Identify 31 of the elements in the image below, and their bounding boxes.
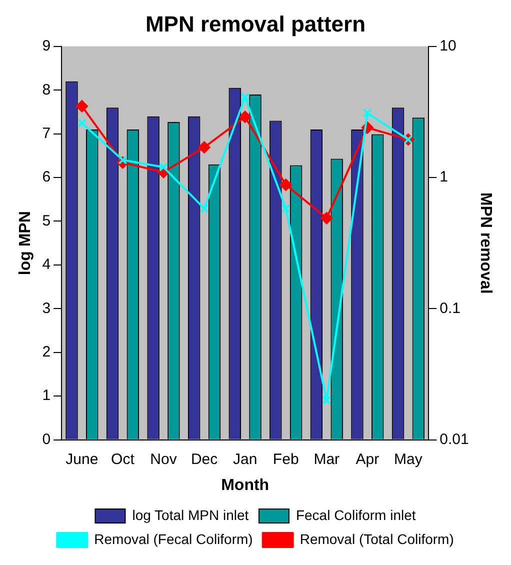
y-axis-title: log MPN <box>17 211 34 276</box>
chart-title: MPN removal pattern <box>145 11 366 36</box>
x-tick-label: Jan <box>232 450 258 468</box>
y-tick-label: 7 <box>42 124 51 142</box>
legend-label: Fecal Coliform inlet <box>296 506 416 523</box>
y2-tick-label: 0.01 <box>440 430 469 448</box>
y-tick-label: 3 <box>42 300 51 317</box>
legend-label: log Total MPN inlet <box>132 506 249 523</box>
x-tick-label: Nov <box>150 450 178 468</box>
y2-axis-title: MPN removal <box>476 192 494 294</box>
legend-label: Removal (Total Coliform) <box>300 530 454 547</box>
y-tick-label: 5 <box>42 212 51 230</box>
x-tick-label: May <box>394 450 423 468</box>
x-tick-label: Dec <box>190 450 218 468</box>
legend-label: Removal (Fecal Coliform) <box>94 530 253 547</box>
y-tick-label: 2 <box>42 344 51 361</box>
x-tick-label: Mar <box>314 450 340 468</box>
y2-tick-label: 1 <box>440 168 448 186</box>
x-tick-label: Apr <box>356 450 380 468</box>
y-tick-label: 6 <box>42 168 51 186</box>
y2-tick-label: 0.1 <box>440 300 460 317</box>
y-tick-label: 8 <box>42 81 51 98</box>
y2-tick-label: 10 <box>440 38 456 55</box>
y-tick-label: 0 <box>42 430 51 448</box>
x-axis-title: Month <box>221 476 270 494</box>
x-tick-label: Feb <box>272 450 299 468</box>
y-tick-label: 1 <box>42 387 51 404</box>
y-tick-label: 4 <box>42 256 51 274</box>
y-tick-label: 9 <box>42 38 51 55</box>
x-tick-label: June <box>66 450 98 468</box>
x-tick-label: Oct <box>111 450 136 468</box>
